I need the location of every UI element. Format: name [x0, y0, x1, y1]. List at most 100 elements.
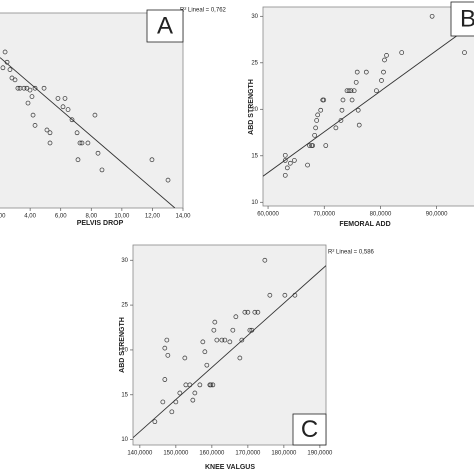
point	[339, 107, 345, 113]
point	[177, 390, 183, 396]
point	[227, 339, 233, 345]
fit-line	[263, 29, 465, 177]
panel-letter: C	[301, 416, 318, 443]
y-tick-label: 25	[251, 60, 258, 66]
y-tick-label: 15	[121, 392, 128, 398]
point	[69, 117, 75, 123]
point	[25, 100, 31, 106]
point	[310, 143, 315, 148]
plot-content	[263, 13, 467, 178]
point	[47, 140, 53, 146]
point	[282, 152, 288, 158]
point	[219, 337, 225, 343]
point	[230, 327, 236, 333]
point	[399, 50, 405, 55]
point	[429, 13, 435, 19]
point	[202, 349, 208, 355]
letter-box	[450, 1, 474, 37]
point	[165, 352, 171, 358]
point	[77, 140, 83, 146]
point	[363, 69, 369, 75]
point	[242, 309, 248, 315]
y-tick-label: 15	[251, 153, 258, 159]
point	[85, 140, 91, 146]
point	[152, 419, 158, 425]
point	[315, 112, 321, 118]
plot-area	[132, 244, 327, 446]
annotation: R² Lineal = 0,586	[328, 250, 375, 256]
point	[44, 127, 50, 133]
point	[162, 345, 168, 351]
y-tick-label: 20	[251, 107, 258, 113]
letter-box	[146, 9, 184, 43]
point	[353, 79, 359, 85]
point	[65, 107, 71, 112]
point	[187, 382, 193, 388]
point	[245, 309, 251, 315]
point	[15, 85, 21, 91]
x-tick-label: 80,0000	[370, 212, 392, 218]
point	[381, 69, 386, 75]
point	[313, 125, 319, 131]
fit-line	[0, 57, 176, 208]
x-tick-label: 70,0000	[313, 212, 335, 218]
x-tick-label: 10,00	[114, 214, 130, 220]
panel: 2,00 4,00 6,00 8,00 10,00 12,00 14,00 PELVIS DR…	[0, 8, 227, 227]
plot-content	[0, 49, 176, 208]
y-tick-label: 10	[121, 437, 128, 443]
point	[262, 257, 268, 263]
x-axis-label: FEMORAL ADD	[339, 221, 390, 228]
point	[12, 77, 18, 83]
x-tick-label: 150,0000	[163, 451, 189, 457]
plot-area	[262, 6, 474, 207]
point	[340, 97, 346, 103]
point	[338, 118, 344, 123]
point	[354, 69, 360, 75]
point	[204, 362, 210, 368]
point	[192, 390, 198, 396]
point	[41, 85, 47, 91]
point	[60, 104, 66, 110]
point	[32, 85, 38, 91]
point	[252, 309, 258, 315]
panel: 140,0000 150,0000 160,0000 170,0000 180,0000…	[119, 244, 375, 471]
point	[0, 65, 6, 71]
point	[75, 157, 81, 163]
point	[355, 107, 361, 113]
point	[379, 78, 384, 83]
y-axis-label: ABD STRENGTH	[248, 79, 255, 135]
point	[349, 97, 355, 103]
point	[99, 167, 105, 173]
x-tick-label: 160,0000	[199, 451, 225, 457]
point	[323, 143, 329, 148]
point	[374, 88, 379, 94]
point	[62, 96, 68, 101]
point	[305, 162, 310, 168]
x-axis-label: KNEE VALGUS	[205, 464, 255, 471]
plot-content	[133, 257, 326, 439]
point	[47, 130, 53, 136]
x-axis-label: PELVIS DROP	[77, 220, 124, 227]
y-tick-label: 30	[251, 14, 258, 20]
point	[149, 157, 155, 163]
y-tick-label: 30	[121, 258, 128, 264]
point	[165, 177, 171, 183]
point	[287, 160, 293, 166]
x-tick-label: 180,0000	[271, 451, 297, 457]
point	[55, 96, 61, 101]
point	[292, 158, 297, 163]
point	[173, 399, 179, 405]
x-tick-label: 4,00	[24, 214, 36, 220]
x-tick-label: 190,0000	[307, 451, 333, 457]
point	[164, 337, 170, 343]
point	[239, 337, 245, 343]
point	[92, 112, 98, 118]
point	[321, 97, 327, 103]
y-tick-label: 25	[121, 303, 128, 309]
point	[182, 355, 188, 361]
point	[282, 292, 288, 298]
point	[255, 309, 261, 315]
point	[462, 50, 467, 55]
point	[382, 57, 387, 63]
